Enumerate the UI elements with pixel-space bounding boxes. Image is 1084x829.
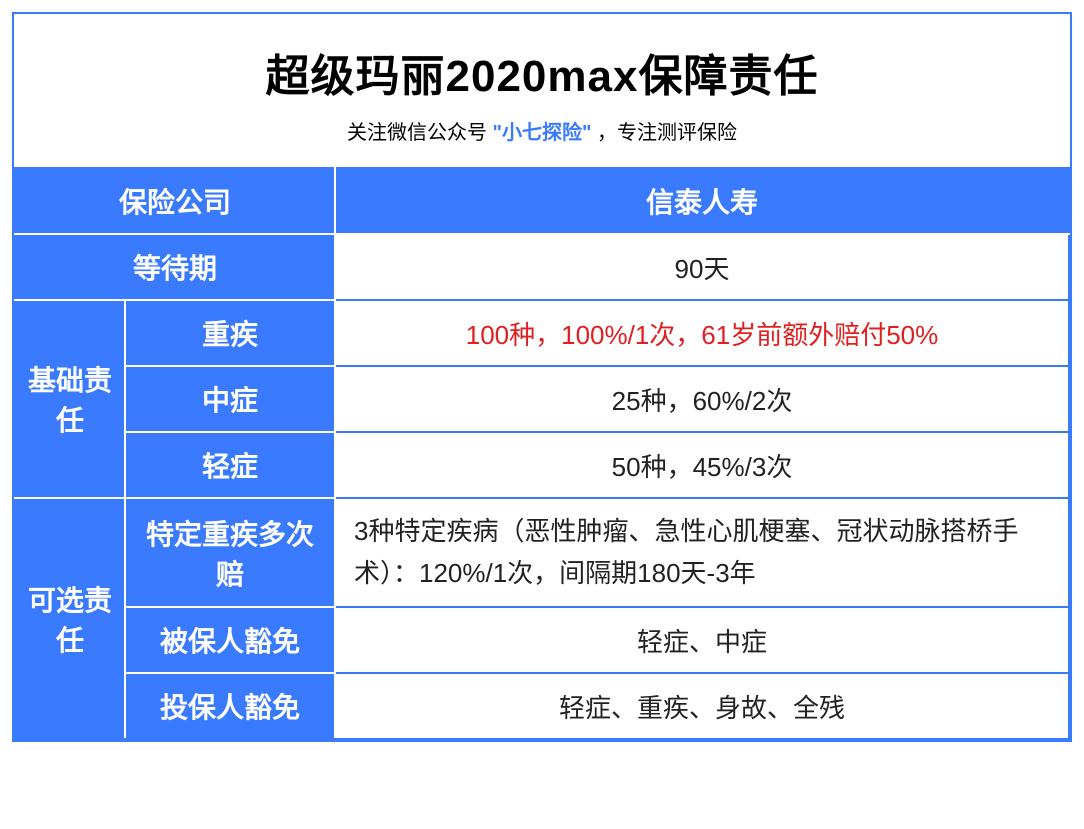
page-title: 超级玛丽2020max保障责任 [14,14,1070,116]
row-label: 特定重疾多次赔 [125,498,335,607]
row-label: 轻症 [125,432,335,498]
insurance-table: 保险公司 信泰人寿 等待期 90天 基础责任 重疾 100种，100%/1次，6… [14,167,1070,740]
table-row: 等待期 90天 [15,234,1069,300]
row-value: 轻症、重疾、身故、全残 [335,673,1069,739]
table-row: 中症 25种，60%/2次 [15,366,1069,432]
row-label: 被保人豁免 [125,607,335,673]
page-subtitle: 关注微信公众号 "小七探险" ，专注测评保险 [14,116,1070,167]
group-label: 基础责任 [15,300,125,498]
row-value: 100种，100%/1次，61岁前额外赔付50% [335,300,1069,366]
subtitle-prefix: 关注微信公众号 [347,122,487,144]
table-row: 基础责任 重疾 100种，100%/1次，61岁前额外赔付50% [15,300,1069,366]
row-value: 50种，45%/3次 [335,432,1069,498]
table-header-row: 保险公司 信泰人寿 [15,168,1069,234]
subtitle-suffix: ，专注测评保险 [597,122,737,144]
row-label: 中症 [125,366,335,432]
subtitle-highlight: "小七探险" [493,122,592,144]
row-value: 轻症、中症 [335,607,1069,673]
insurance-table-container: 超级玛丽2020max保障责任 关注微信公众号 "小七探险" ，专注测评保险 保… [12,12,1072,742]
row-label: 投保人豁免 [125,673,335,739]
row-value: 25种，60%/2次 [335,366,1069,432]
table-row: 轻症 50种，45%/3次 [15,432,1069,498]
header-right: 信泰人寿 [335,168,1069,234]
row-label: 重疾 [125,300,335,366]
group-label: 可选责任 [15,498,125,739]
table-row: 可选责任 特定重疾多次赔 3种特定疾病（恶性肿瘤、急性心肌梗塞、冠状动脉搭桥手术… [15,498,1069,607]
row-value: 3种特定疾病（恶性肿瘤、急性心肌梗塞、冠状动脉搭桥手术）：120%/1次，间隔期… [335,498,1069,607]
header-left: 保险公司 [15,168,335,234]
waiting-label: 等待期 [15,234,335,300]
table-row: 投保人豁免 轻症、重疾、身故、全残 [15,673,1069,739]
waiting-value: 90天 [335,234,1069,300]
table-row: 被保人豁免 轻症、中症 [15,607,1069,673]
